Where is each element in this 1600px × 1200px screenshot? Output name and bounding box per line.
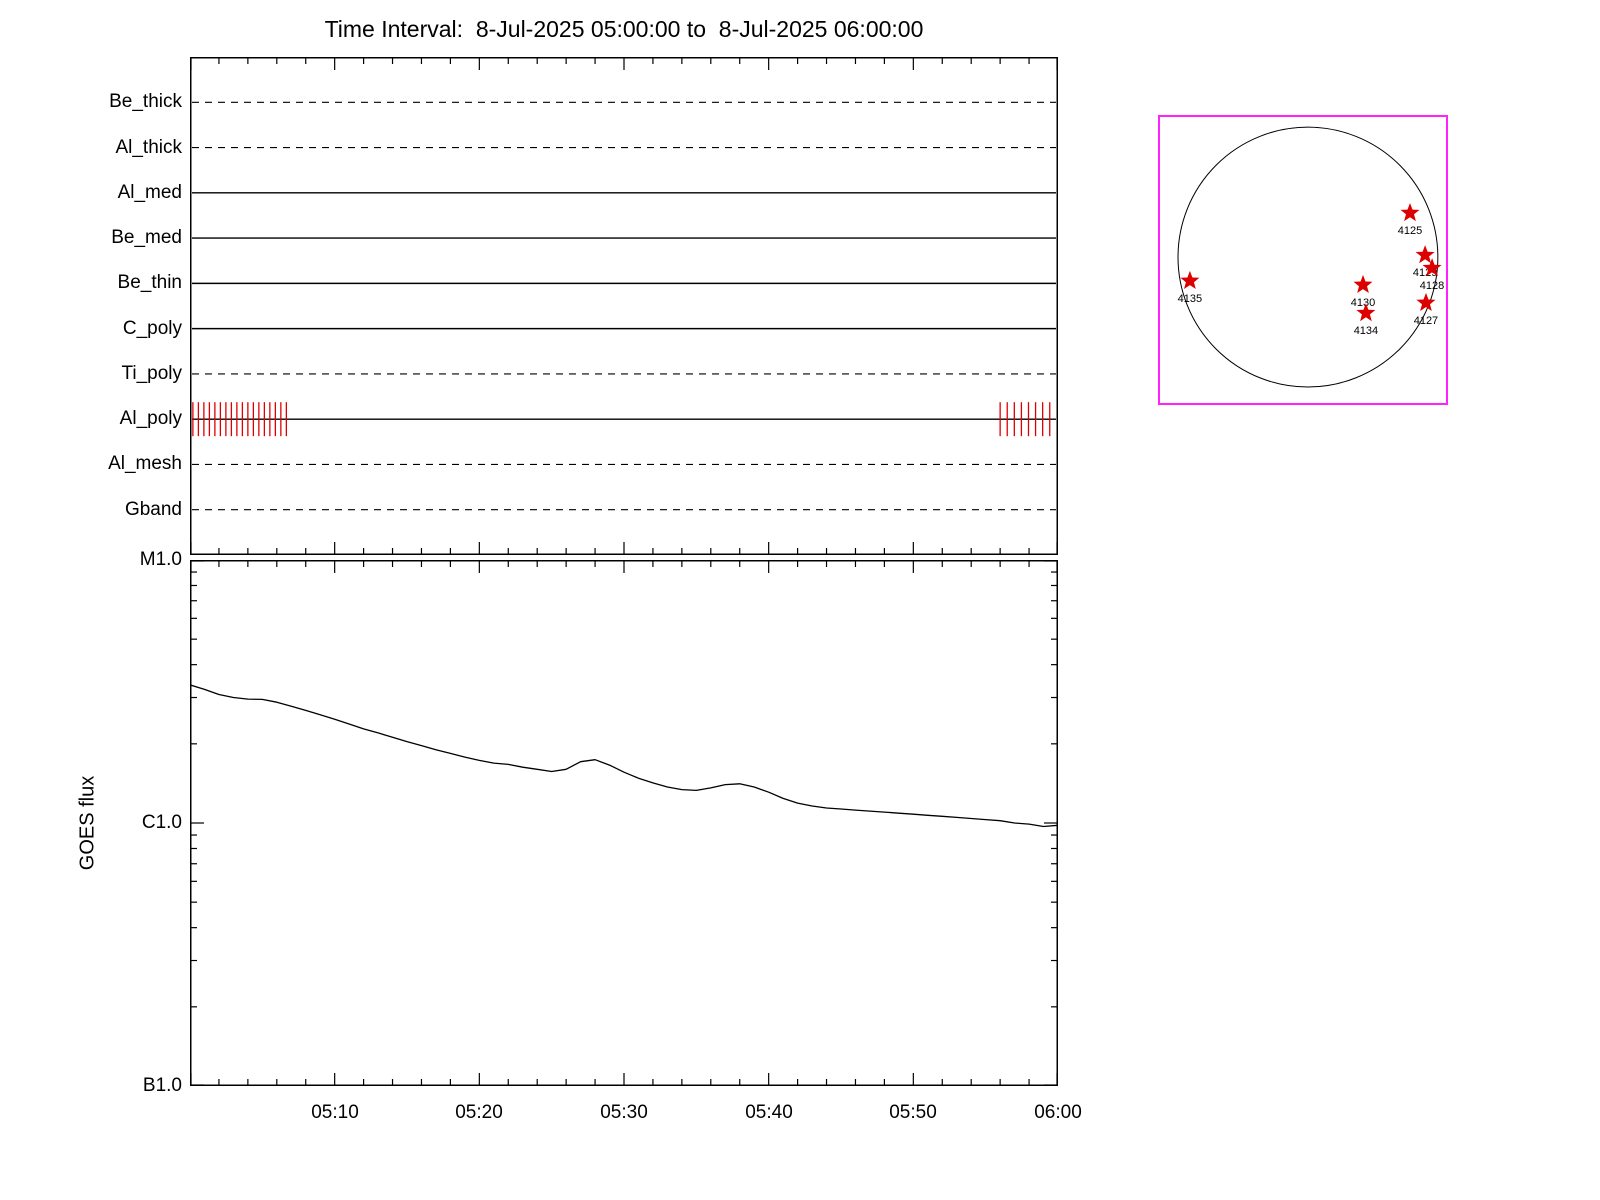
- xtick-0530: 05:30: [600, 1102, 648, 1123]
- active-region-star: [1356, 303, 1376, 322]
- xtick-0520: 05:20: [455, 1102, 503, 1123]
- filter-row-label-gband: Gband: [124, 499, 182, 520]
- filter-timeline-plot: [190, 57, 1058, 555]
- active-region-star: [1400, 203, 1420, 222]
- xtick-0600: 06:00: [1034, 1102, 1082, 1123]
- solar-limb-circle: [1177, 126, 1439, 388]
- filter-row-label-al-thick: Al_thick: [115, 137, 182, 158]
- active-region-label: 4127: [1414, 315, 1438, 327]
- filter-row-label-c-poly: C_poly: [122, 318, 182, 339]
- active-region-star: [1353, 274, 1373, 293]
- filter-row-label-be-med: Be_med: [111, 227, 182, 248]
- active-region-star: [1422, 258, 1442, 277]
- filter-row-label-be-thick: Be_thick: [109, 91, 182, 112]
- page-title: Time Interval: 8-Jul-2025 05:00:00 to 8-…: [324, 16, 924, 42]
- active-region-label: 4130: [1351, 297, 1375, 309]
- active-region-label: 4134: [1354, 325, 1378, 337]
- active-region-label: 4125: [1398, 225, 1422, 237]
- active-region-label: 4135: [1178, 293, 1202, 305]
- goes-panel-border: [190, 560, 1058, 1086]
- filter-row-label-al-poly: Al_poly: [119, 408, 182, 429]
- xtick-0540: 05:40: [745, 1102, 793, 1123]
- active-region-label: 4128: [1420, 280, 1444, 292]
- active-region-star: [1415, 245, 1435, 264]
- goes-flux-curve: [190, 684, 1058, 828]
- active-region-star: [1180, 270, 1200, 289]
- filter-row-label-be-thin: Be_thin: [117, 272, 182, 293]
- filter-row-Al_poly: [192, 402, 1056, 437]
- filter-row-label-al-mesh: Al_mesh: [108, 453, 182, 474]
- filter-row-label-al-med: Al_med: [117, 182, 182, 203]
- ytick-b1: B1.0: [142, 1075, 182, 1096]
- active-region-star: [1416, 292, 1436, 311]
- map-border-box: [1158, 115, 1448, 405]
- goes-flux-plot: [190, 560, 1058, 1086]
- xtick-0510: 05:10: [311, 1102, 359, 1123]
- xtick-0550: 05:50: [889, 1102, 937, 1123]
- ytick-m1: M1.0: [139, 549, 182, 570]
- filter-row-label-ti-poly: Ti_poly: [121, 363, 182, 384]
- filter-panel-border: [190, 57, 1058, 555]
- ytick-c1: C1.0: [141, 812, 182, 833]
